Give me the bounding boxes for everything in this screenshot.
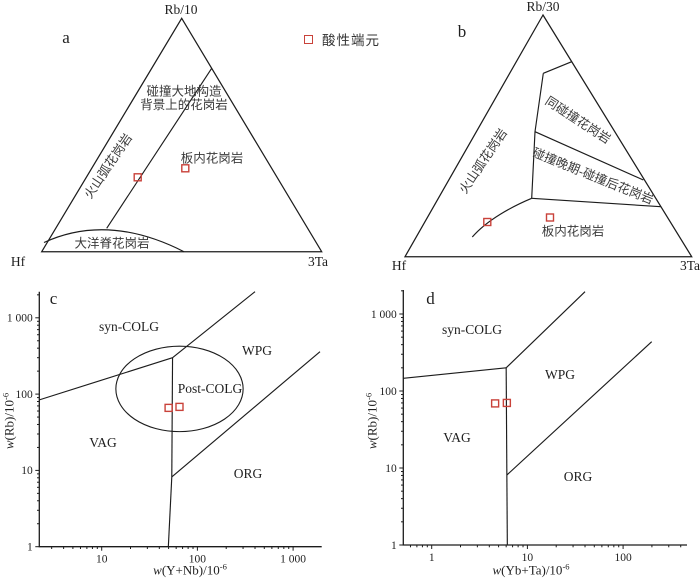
panel-letter-b: b bbox=[458, 22, 467, 41]
data-point-marker bbox=[502, 398, 512, 408]
field-boundary-line bbox=[531, 197, 661, 208]
boundary-vag-wpg-vertical bbox=[505, 367, 508, 476]
apex-label-b-1: Hf bbox=[392, 258, 407, 273]
field-post-colg: Post-COLG bbox=[178, 381, 243, 396]
x-tick-label: 100 bbox=[614, 552, 632, 564]
data-point-marker bbox=[490, 399, 500, 408]
y-tick-label: 10 bbox=[21, 465, 33, 477]
field-volcanic-arc-granite: 火山弧花岗岩 bbox=[456, 126, 510, 197]
apex-label-b-0: Rb/30 bbox=[526, 0, 559, 14]
data-point-marker bbox=[164, 403, 173, 413]
field-wpg: WPG bbox=[242, 343, 272, 358]
field-boundary-line bbox=[106, 67, 213, 229]
axis-title-main: (Yb+Ta)/10 bbox=[501, 562, 563, 578]
axis-title-italic-w: w bbox=[153, 562, 162, 578]
axes-c bbox=[38, 291, 322, 548]
field-collision-setting-granite-line1: 碰撞大地构造 bbox=[146, 83, 222, 98]
axis-title-superscript: -6 bbox=[0, 392, 11, 400]
y-tick-label: 1 000 bbox=[7, 313, 33, 325]
y-tick-label: 1 bbox=[27, 542, 33, 554]
field-org: ORG bbox=[564, 469, 593, 484]
legend-open-square-icon bbox=[304, 34, 313, 44]
field-ocean-ridge-granite: 大洋脊花岗岩 bbox=[74, 235, 149, 250]
y-tick-label: 1 bbox=[391, 540, 397, 552]
x-tick-label: 1 000 bbox=[280, 554, 306, 566]
axis-title-main: (Rb)/10 bbox=[1, 399, 17, 441]
data-point-marker bbox=[483, 217, 492, 227]
boundary-wpg-org bbox=[506, 341, 653, 476]
field-vag: VAG bbox=[89, 435, 117, 450]
boundary-wpg-org bbox=[171, 351, 321, 478]
axis-title-italic-w: w bbox=[492, 562, 502, 578]
field-collision-setting-granite-line2: 背景上的花岗岩 bbox=[140, 97, 228, 112]
apex-label-a-2: 3Ta bbox=[308, 254, 328, 269]
boundary-vag-syncolg bbox=[403, 367, 507, 379]
legend-label: 酸性端元 bbox=[322, 33, 380, 48]
axis-title-italic-w: w bbox=[364, 440, 380, 450]
x-tick-label: 1 bbox=[429, 552, 435, 564]
x-tick-label: 10 bbox=[522, 552, 534, 564]
axis-title-italic-w: w bbox=[1, 440, 17, 450]
axis-title-y-panel-d: w(Rb)/10-6 bbox=[363, 393, 380, 449]
data-point-marker bbox=[545, 213, 555, 222]
field-within-plate-granite: 板内花岗岩 bbox=[542, 223, 605, 238]
field-boundary-curve bbox=[471, 197, 532, 238]
panel-letter-a: a bbox=[62, 28, 70, 47]
y-tick-label: 100 bbox=[380, 386, 398, 398]
data-point-marker bbox=[175, 402, 184, 412]
panel-letter-c: c bbox=[50, 289, 58, 308]
post-colg-ellipse bbox=[115, 345, 244, 433]
field-wpg: WPG bbox=[545, 367, 575, 382]
x-tick-label: 100 bbox=[189, 554, 207, 566]
panel-letter-d: d bbox=[426, 289, 435, 308]
field-boundary-line bbox=[534, 131, 644, 181]
axis-title-main: (Y+Nb)/10 bbox=[161, 562, 220, 578]
axis-title-main: (Rb)/10 bbox=[364, 399, 380, 441]
field-vag: VAG bbox=[443, 430, 471, 445]
field-boundary-curve bbox=[43, 229, 185, 253]
axis-title-superscript: -6 bbox=[562, 561, 570, 572]
field-syn-colg: syn-COLG bbox=[442, 322, 502, 337]
field-syn-collision-granite: 同碰撞花岗岩 bbox=[543, 93, 614, 146]
x-tick-label: 10 bbox=[96, 554, 108, 566]
boundary-syncolg-wpg bbox=[505, 291, 586, 369]
axis-title-y-panel-c: w(Rb)/10-6 bbox=[0, 393, 17, 449]
axis-title-x-panel-c: w(Y+Nb)/10-6 bbox=[153, 561, 227, 578]
axis-title-superscript: -6 bbox=[219, 561, 227, 572]
axis-title-superscript: -6 bbox=[363, 392, 374, 400]
apex-label-b-2: 3Ta bbox=[680, 258, 700, 273]
field-within-plate-granite: 板内花岗岩 bbox=[181, 150, 244, 165]
boundary-vag-org bbox=[167, 476, 173, 547]
field-late-post-collision-granite: 碰撞晚期-碰撞后花岗岩 bbox=[530, 145, 655, 207]
field-syn-colg: syn-COLG bbox=[99, 319, 159, 334]
y-tick-label: 100 bbox=[16, 389, 34, 401]
ternary-triangle-b bbox=[403, 13, 693, 258]
y-tick-label: 1 000 bbox=[371, 309, 397, 321]
ternary-triangle-a bbox=[40, 17, 323, 253]
field-org: ORG bbox=[234, 466, 263, 481]
data-point-marker bbox=[181, 164, 190, 173]
axis-title-x-panel-d: w(Yb+Ta)/10-6 bbox=[492, 561, 569, 578]
field-boundary-line bbox=[543, 61, 572, 74]
legend: 酸性端元 bbox=[304, 29, 380, 49]
field-boundary-line bbox=[531, 73, 544, 199]
y-tick-label: 10 bbox=[385, 463, 397, 475]
data-point-marker bbox=[133, 173, 142, 182]
boundary-vag-wpg-vertical bbox=[171, 357, 174, 477]
apex-label-a-1: Hf bbox=[11, 254, 26, 269]
apex-label-a-0: Rb/10 bbox=[164, 2, 197, 17]
boundary-vag-syncolg bbox=[39, 357, 173, 401]
